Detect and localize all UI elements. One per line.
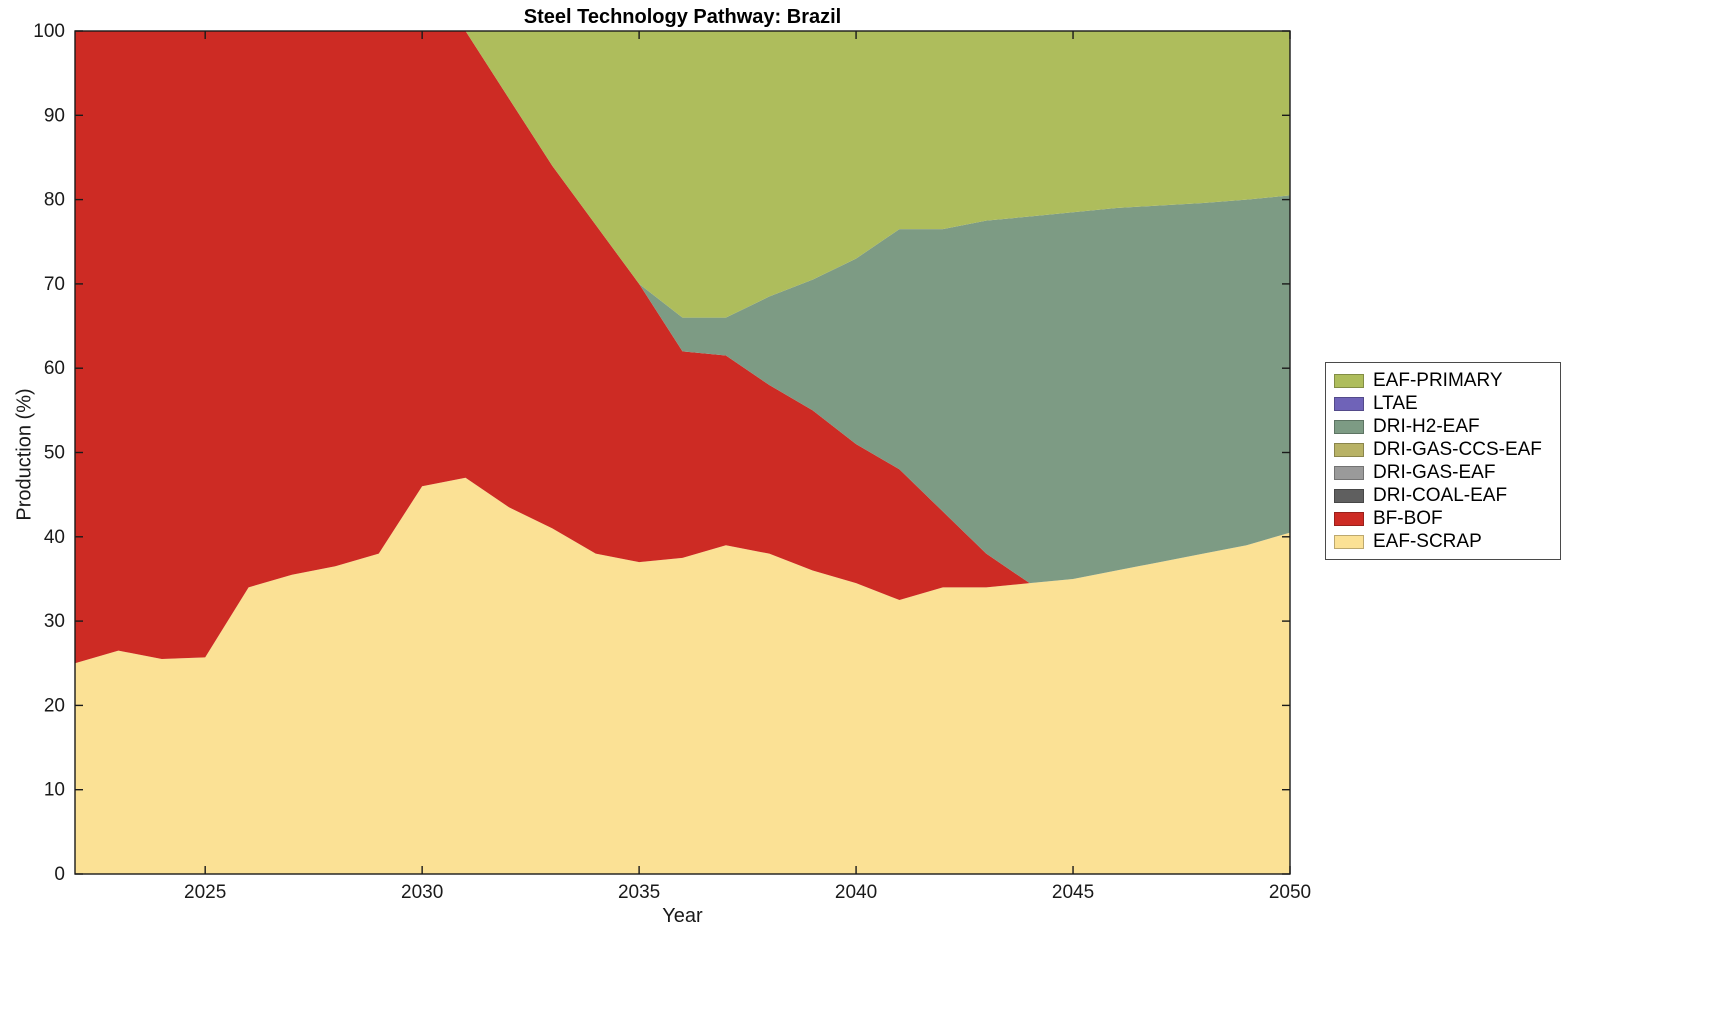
x-axis-label: Year	[662, 905, 703, 927]
area-dri-h2-eaf	[75, 31, 1290, 584]
legend-item-eaf-primary: EAF-PRIMARY	[1334, 370, 1550, 391]
legend-label: EAF-SCRAP	[1373, 530, 1482, 552]
area-bf-bof	[75, 31, 1290, 664]
legend-swatch	[1334, 488, 1364, 503]
x-tick-label: 2045	[1052, 882, 1094, 903]
legend-swatch	[1334, 534, 1364, 549]
legend-swatch	[1334, 511, 1364, 526]
y-tick-label: 80	[44, 190, 65, 211]
y-tick-label: 60	[44, 358, 65, 379]
y-tick-label: 20	[44, 695, 65, 716]
legend-item-dri-coal-eaf: DRI-COAL-EAF	[1334, 485, 1550, 506]
y-tick-label: 100	[33, 21, 65, 42]
y-tick-label: 90	[44, 105, 65, 126]
legend-swatch	[1334, 373, 1364, 388]
area-eaf-scrap	[75, 477, 1290, 874]
legend-swatch	[1334, 465, 1364, 480]
legend-item-dri-gas-ccs-eaf: DRI-GAS-CCS-EAF	[1334, 439, 1550, 460]
legend-item-eaf-scrap: EAF-SCRAP	[1334, 531, 1550, 552]
x-tick-label: 2030	[401, 882, 443, 903]
x-tick-label: 2035	[618, 882, 660, 903]
y-tick-label: 40	[44, 527, 65, 548]
legend-swatch	[1334, 396, 1364, 411]
legend-label: BF-BOF	[1373, 507, 1443, 529]
x-tick-label: 2025	[184, 882, 226, 903]
y-tick-label: 70	[44, 274, 65, 295]
legend-label: LTAE	[1373, 392, 1418, 414]
area-eaf-primary	[75, 31, 1290, 318]
legend-item-dri-gas-eaf: DRI-GAS-EAF	[1334, 462, 1550, 483]
y-tick-label: 50	[44, 443, 65, 464]
x-tick-label: 2040	[835, 882, 877, 903]
legend-label: DRI-COAL-EAF	[1373, 484, 1508, 506]
legend-swatch	[1334, 419, 1364, 434]
x-tick-label: 2050	[1269, 882, 1311, 903]
legend-item-dri-h2-eaf: DRI-H2-EAF	[1334, 416, 1550, 437]
legend-item-ltae: LTAE	[1334, 393, 1550, 414]
y-axis-label: Production (%)	[13, 388, 36, 521]
legend-label: DRI-H2-EAF	[1373, 415, 1480, 437]
chart-title: Steel Technology Pathway: Brazil	[523, 6, 842, 28]
legend-swatch	[1334, 442, 1364, 457]
y-tick-label: 10	[44, 780, 65, 801]
legend-item-bf-bof: BF-BOF	[1334, 508, 1550, 529]
legend-label: DRI-GAS-EAF	[1373, 461, 1496, 483]
legend: EAF-PRIMARY LTAE DRI-H2-EAF DRI-GAS-CCS-EAF…	[1325, 362, 1561, 560]
y-tick-label: 30	[44, 611, 65, 632]
legend-label: DRI-GAS-CCS-EAF	[1373, 438, 1542, 460]
legend-label: EAF-PRIMARY	[1373, 369, 1503, 391]
y-tick-label: 0	[54, 864, 65, 885]
